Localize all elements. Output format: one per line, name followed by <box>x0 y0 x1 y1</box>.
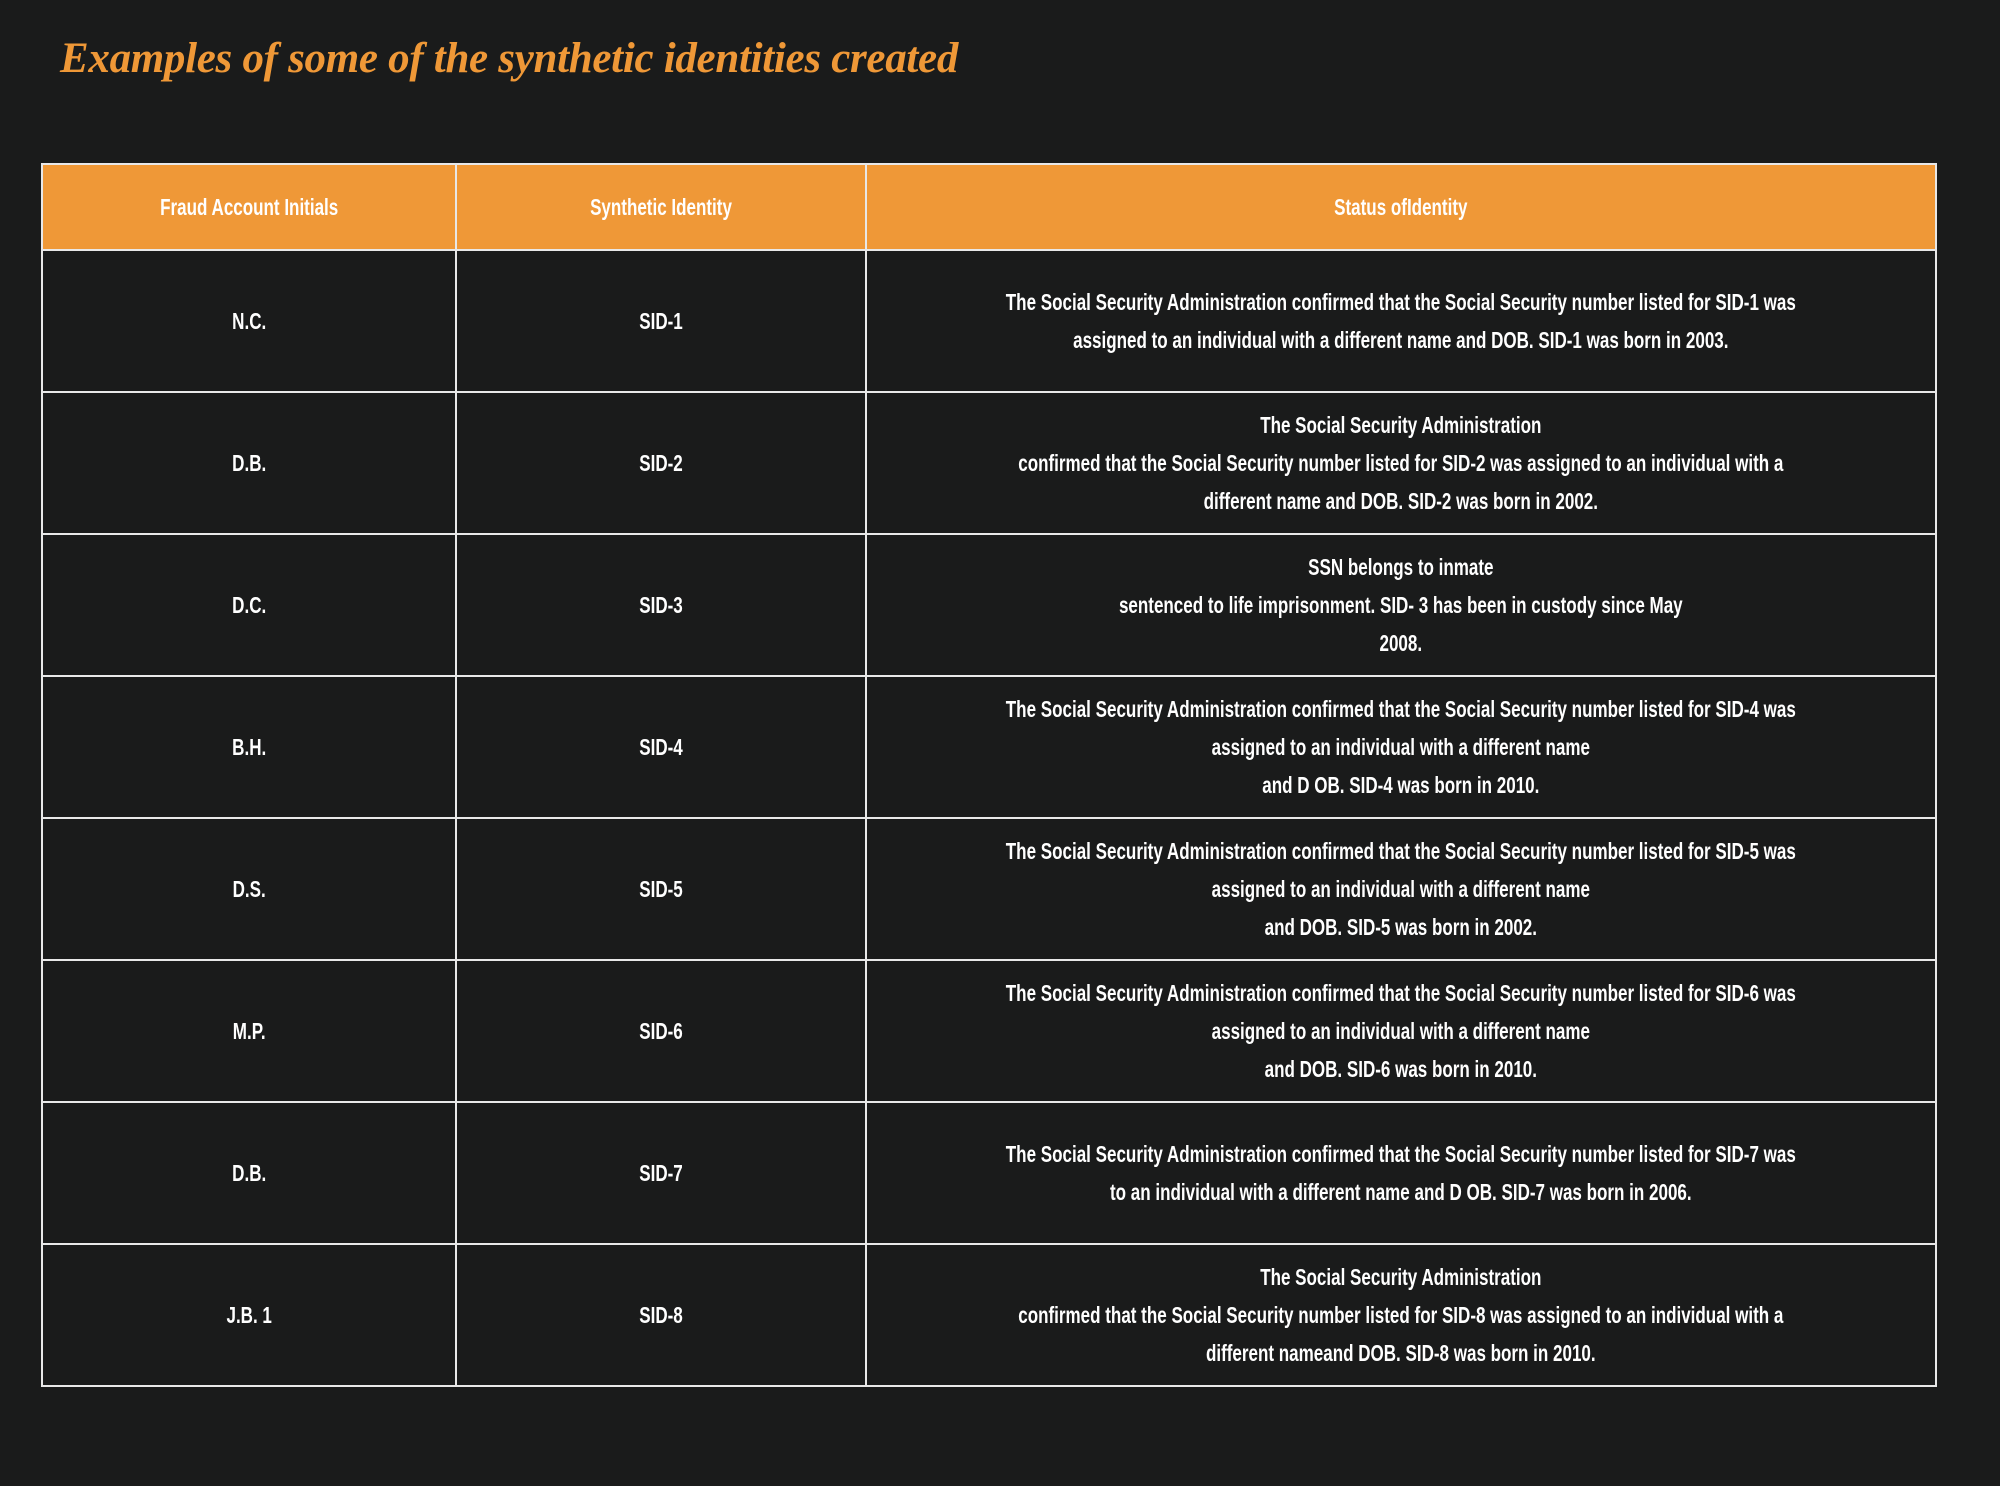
cell-initials: N.C. <box>40 249 458 393</box>
status-line: The Social Security Administration confi… <box>1006 289 1797 315</box>
table-row: M.P. SID-6 The Social Security Administrat… <box>40 959 1937 1103</box>
table-row: D.S. SID-5 The Social Security Administrat… <box>40 817 1937 961</box>
status-line: assigned to an individual with a differe… <box>1212 1018 1591 1044</box>
table-row: D.B. SID-2 The Social Security Administrat… <box>40 391 1937 535</box>
header-synthetic-identity: Synthetic Identity <box>455 163 868 251</box>
cell-status: The Social Security Administration confir… <box>865 1243 1937 1387</box>
sid-text: SID-3 <box>639 592 684 618</box>
cell-status: SSN belongs to inmate sentenced to life i… <box>865 533 1937 677</box>
status-line: different nameand DOB. SID-8 was born in… <box>1206 1340 1597 1366</box>
cell-synthetic-identity: SID-6 <box>455 959 868 1103</box>
table-header-row: Fraud Account Initials Synthetic Identit… <box>40 163 1937 251</box>
status-line: and DOB. SID-5 was born in 2002. <box>1264 914 1538 940</box>
status-line: The Social Security Administration confi… <box>1006 1141 1797 1167</box>
sid-text: SID-2 <box>639 450 684 476</box>
initials-text: M.P. <box>232 1018 266 1044</box>
initials-text: D.B. <box>232 450 267 476</box>
cell-synthetic-identity: SID-7 <box>455 1101 868 1245</box>
synthetic-identities-table: Fraud Account Initials Synthetic Identit… <box>40 163 1937 1387</box>
header-fraud-account-initials: Fraud Account Initials <box>40 163 458 251</box>
status-line: different name and DOB. SID-2 was born i… <box>1204 488 1599 514</box>
cell-synthetic-identity: SID-3 <box>455 533 868 677</box>
initials-text: D.C. <box>232 592 267 618</box>
cell-initials: J.B. 1 <box>40 1243 458 1387</box>
status-line: The Social Security Administration <box>1260 412 1542 438</box>
table-row: D.B. SID-7 The Social Security Administrat… <box>40 1101 1937 1245</box>
table-row: B.H. SID-4 The Social Security Administrat… <box>40 675 1937 819</box>
sid-text: SID-7 <box>639 1160 684 1186</box>
status-line: confirmed that the Social Security numbe… <box>1018 450 1784 476</box>
status-line: confirmed that the Social Security numbe… <box>1018 1302 1784 1328</box>
initials-text: B.H. <box>232 734 267 760</box>
cell-initials: B.H. <box>40 675 458 819</box>
cell-status: The Social Security Administration confi… <box>865 1101 1937 1245</box>
cell-synthetic-identity: SID-4 <box>455 675 868 819</box>
status-line: The Social Security Administration confi… <box>1006 980 1797 1006</box>
cell-synthetic-identity: SID-2 <box>455 391 868 535</box>
sid-text: SID-6 <box>639 1018 684 1044</box>
sid-text: SID-1 <box>639 308 684 334</box>
status-line: and DOB. SID-6 was born in 2010. <box>1264 1056 1538 1082</box>
header-status-of-identity: Status ofIdentity <box>865 163 1937 251</box>
cell-initials: D.C. <box>40 533 458 677</box>
page-title: Examples of some of the synthetic identi… <box>60 35 959 82</box>
sid-text: SID-8 <box>639 1302 684 1328</box>
cell-initials: M.P. <box>40 959 458 1103</box>
table-row: N.C. SID-1 The Social Security Administrat… <box>40 249 1937 393</box>
cell-initials: D.S. <box>40 817 458 961</box>
cell-status: The Social Security Administration confir… <box>865 391 1937 535</box>
initials-text: N.C. <box>232 308 267 334</box>
cell-status: The Social Security Administration confi… <box>865 959 1937 1103</box>
status-line: assigned to an individual with a differe… <box>1212 734 1591 760</box>
status-line: The Social Security Administration <box>1260 1264 1542 1290</box>
status-line: sentenced to life imprisonment. SID- 3 h… <box>1119 592 1684 618</box>
status-line: assigned to an individual with a differe… <box>1212 876 1591 902</box>
status-line: assigned to an individual with a differe… <box>1073 327 1729 353</box>
table-row: D.C. SID-3 SSN belongs to inmate sentenced … <box>40 533 1937 677</box>
cell-synthetic-identity: SID-8 <box>455 1243 868 1387</box>
status-line: 2008. <box>1379 630 1423 656</box>
cell-synthetic-identity: SID-5 <box>455 817 868 961</box>
cell-status: The Social Security Administration confi… <box>865 249 1937 393</box>
status-line: and D OB. SID-4 was born in 2010. <box>1262 772 1540 798</box>
sid-text: SID-4 <box>639 734 684 760</box>
status-line: The Social Security Administration confi… <box>1006 696 1797 722</box>
cell-initials: D.B. <box>40 1101 458 1245</box>
cell-synthetic-identity: SID-1 <box>455 249 868 393</box>
status-line: The Social Security Administration confi… <box>1006 838 1797 864</box>
cell-status: The Social Security Administration confi… <box>865 817 1937 961</box>
initials-text: D.B. <box>232 1160 267 1186</box>
status-line: to an individual with a different name a… <box>1110 1179 1692 1205</box>
cell-initials: D.B. <box>40 391 458 535</box>
table-row: J.B. 1 SID-8 The Social Security Administr… <box>40 1243 1937 1387</box>
initials-text: D.S. <box>232 876 266 902</box>
sid-text: SID-5 <box>639 876 684 902</box>
status-line: SSN belongs to inmate <box>1308 554 1494 580</box>
cell-status: The Social Security Administration confi… <box>865 675 1937 819</box>
initials-text: J.B. 1 <box>226 1302 272 1328</box>
